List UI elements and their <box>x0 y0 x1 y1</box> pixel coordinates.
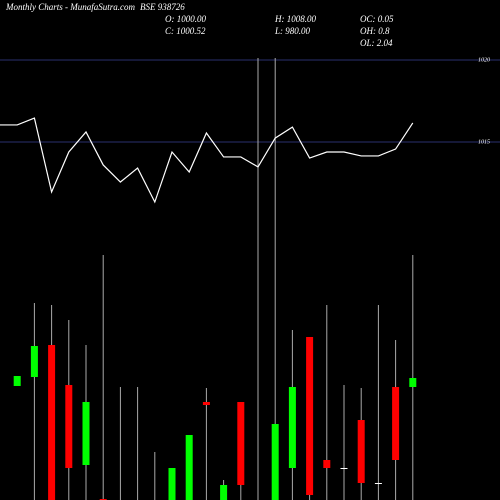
price-line <box>0 117 414 204</box>
candle-body <box>202 402 210 405</box>
close-info: C: 1000.52 <box>165 26 206 36</box>
candle-body <box>65 385 73 468</box>
candle-body <box>374 483 382 484</box>
candle-body <box>237 402 245 485</box>
candle-body <box>271 424 279 500</box>
low-info: L: 980.00 <box>274 26 311 36</box>
candle-body <box>82 402 90 465</box>
open-info: O: 1000.00 <box>165 14 206 24</box>
candle-body <box>288 387 296 468</box>
candle-body <box>392 387 400 460</box>
candle-body <box>306 337 314 495</box>
grid: 1015 1020 <box>0 57 500 145</box>
candle-body <box>30 346 38 377</box>
candle-body <box>409 378 417 387</box>
high-info: H: 1008.00 <box>274 14 316 24</box>
candle-body <box>48 345 56 500</box>
candle-body <box>220 485 228 500</box>
candle-body <box>13 376 21 386</box>
y-tick-label: 1015 <box>478 139 490 145</box>
ol-info: OL: 2.04 <box>360 38 393 48</box>
y-tick-label: 1020 <box>478 57 490 63</box>
candle-body <box>323 460 331 468</box>
oh-info: OH: 0.8 <box>360 26 390 36</box>
marks <box>0 58 417 500</box>
candle-body <box>185 435 193 500</box>
site-name: - MunafaSutra.com <box>65 2 135 12</box>
site-label: Monthly Charts <box>5 2 63 12</box>
candle-body <box>340 468 348 469</box>
symbol: BSE 938726 <box>140 2 185 12</box>
candle-body <box>168 468 176 500</box>
oc-info: OC: 0.05 <box>360 14 394 24</box>
candle-body <box>357 420 365 483</box>
